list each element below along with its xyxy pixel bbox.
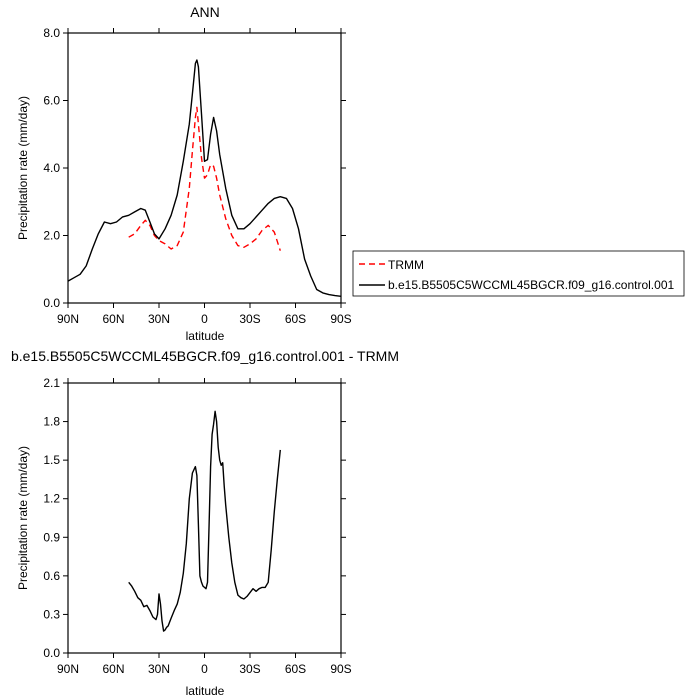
bottom-x-tick-label: 60N [102, 662, 124, 676]
bottom-panel: b.e15.B5505C5WCCML45BGCR.f09_g16.control… [11, 348, 399, 698]
bottom-y-tick-label: 1.5 [43, 453, 60, 467]
bottom-y-tick-label: 0.3 [43, 607, 60, 621]
bottom-plot-frame [67, 382, 342, 654]
bottom-x-tick-label: 90N [57, 662, 79, 676]
bottom-x-axis-label: latitude [186, 684, 225, 698]
top-y-tick-label: 8.0 [43, 26, 60, 40]
top-y-axis-label: Precipitation rate (mm/day) [16, 96, 30, 240]
bottom-y-tick-label: 2.1 [43, 376, 60, 390]
bottom-y-tick-label: 1.2 [43, 492, 60, 506]
bottom-x-ticks: 90N 60N 30N 0 30S 60S 90S [57, 378, 352, 676]
top-x-axis-label: latitude [186, 329, 225, 343]
bottom-x-tick-label: 30S [239, 662, 260, 676]
top-y-tick-label: 0.0 [43, 296, 60, 310]
top-x-tick-label: 0 [201, 312, 208, 326]
legend-box [352, 250, 685, 297]
top-y-tick-label: 6.0 [43, 94, 60, 108]
top-panel: ANN 0.02.04.06.08.0 90N 60N 30N 0 30S 60S 90S … [16, 4, 352, 343]
top-x-tick-label: 60N [102, 312, 124, 326]
bottom-y-axis-label: Precipitation rate (mm/day) [16, 446, 30, 590]
bottom-y-tick-label: 0.6 [43, 569, 60, 583]
top-series-lines [67, 59, 342, 297]
bottom-chart-title: b.e15.B5505C5WCCML45BGCR.f09_g16.control… [11, 348, 399, 364]
top-x-tick-label: 90S [330, 312, 351, 326]
legend: TRMM b.e15.B5505C5WCCML45BGCR.f09_g16.co… [352, 250, 685, 297]
bottom-y-tick-label: 1.8 [43, 415, 60, 429]
top-y-tick-label: 2.0 [43, 229, 60, 243]
bottom-series-lines [128, 410, 281, 632]
bottom-y-ticks: 0.0 0.3 0.6 0.9 1.2 1.5 1.8 2.1 [43, 376, 346, 660]
legend-label-trmm: TRMM [388, 258, 424, 272]
top-x-tick-label: 60S [285, 312, 306, 326]
top-x-tick-label: 90N [57, 312, 79, 326]
top-series-line-0 [128, 106, 281, 251]
bottom-y-tick-label: 0.0 [43, 646, 60, 660]
bottom-y-tick-label: 0.9 [43, 530, 60, 544]
bottom-series-line-0 [128, 410, 281, 632]
top-x-ticks: 90N 60N 30N 0 30S 60S 90S [57, 28, 352, 326]
top-x-tick-label: 30S [239, 312, 260, 326]
top-x-tick-label: 30N [148, 312, 170, 326]
bottom-x-tick-label: 30N [148, 662, 170, 676]
top-series-line-1 [67, 59, 342, 297]
top-plot-frame [67, 32, 342, 304]
legend-label-model: b.e15.B5505C5WCCML45BGCR.f09_g16.control… [388, 278, 674, 292]
bottom-x-tick-label: 60S [285, 662, 306, 676]
top-chart-title: ANN [190, 4, 220, 20]
bottom-x-tick-label: 90S [330, 662, 351, 676]
top-y-ticks: 0.0 2.0 4.0 6.0 8.0 [43, 26, 346, 310]
bottom-x-tick-label: 0 [201, 662, 208, 676]
top-y-tick-label: 4.0 [43, 161, 60, 175]
